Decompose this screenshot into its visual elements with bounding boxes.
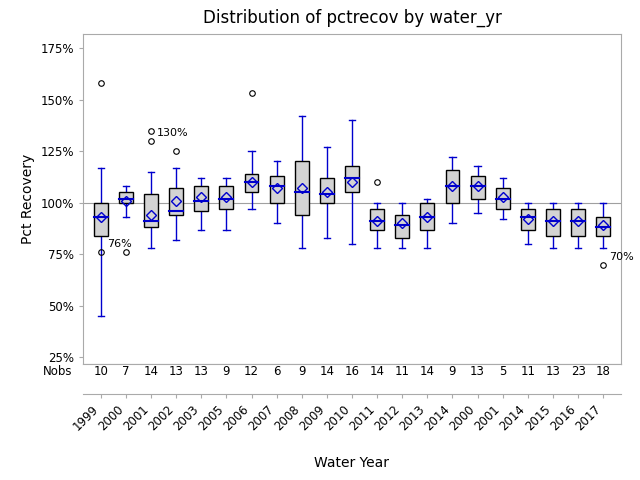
Text: 14: 14 — [420, 365, 435, 378]
Text: 13: 13 — [194, 365, 209, 378]
Bar — [269, 176, 284, 203]
Bar — [521, 209, 535, 229]
Bar — [244, 174, 259, 192]
Text: 16: 16 — [344, 365, 360, 378]
Text: 14: 14 — [370, 365, 385, 378]
Bar — [320, 178, 334, 203]
Text: 7: 7 — [122, 365, 130, 378]
Text: 9: 9 — [449, 365, 456, 378]
Text: 11: 11 — [395, 365, 410, 378]
Bar — [94, 203, 108, 236]
Text: 6: 6 — [273, 365, 280, 378]
Text: 13: 13 — [545, 365, 561, 378]
Text: 11: 11 — [520, 365, 535, 378]
Text: 9: 9 — [223, 365, 230, 378]
Text: 10: 10 — [93, 365, 108, 378]
Text: 14: 14 — [319, 365, 334, 378]
Title: Distribution of pctrecov by water_yr: Distribution of pctrecov by water_yr — [203, 9, 501, 27]
Text: 130%: 130% — [157, 128, 189, 138]
Text: 13: 13 — [169, 365, 184, 378]
Text: 70%: 70% — [609, 252, 634, 262]
Bar — [420, 203, 435, 229]
Text: 9: 9 — [298, 365, 305, 378]
Bar — [169, 188, 183, 215]
Bar — [295, 161, 308, 215]
Bar — [370, 209, 384, 229]
Text: 13: 13 — [470, 365, 485, 378]
Y-axis label: Pct Recovery: Pct Recovery — [21, 154, 35, 244]
Text: 14: 14 — [143, 365, 159, 378]
Text: Nobs: Nobs — [43, 365, 72, 378]
Text: 18: 18 — [596, 365, 611, 378]
Bar — [345, 166, 359, 192]
Text: Water Year: Water Year — [314, 456, 390, 470]
Bar — [470, 176, 484, 199]
Bar — [220, 186, 234, 209]
Bar — [195, 186, 208, 211]
Text: 5: 5 — [499, 365, 506, 378]
Bar — [496, 188, 509, 209]
Bar — [119, 192, 133, 203]
Bar — [396, 215, 409, 238]
Text: 23: 23 — [571, 365, 586, 378]
Bar — [445, 170, 460, 203]
Bar — [546, 209, 560, 236]
Bar — [596, 217, 610, 236]
Bar — [144, 194, 158, 228]
Text: 76%: 76% — [107, 239, 132, 249]
Text: 12: 12 — [244, 365, 259, 378]
Bar — [571, 209, 585, 236]
